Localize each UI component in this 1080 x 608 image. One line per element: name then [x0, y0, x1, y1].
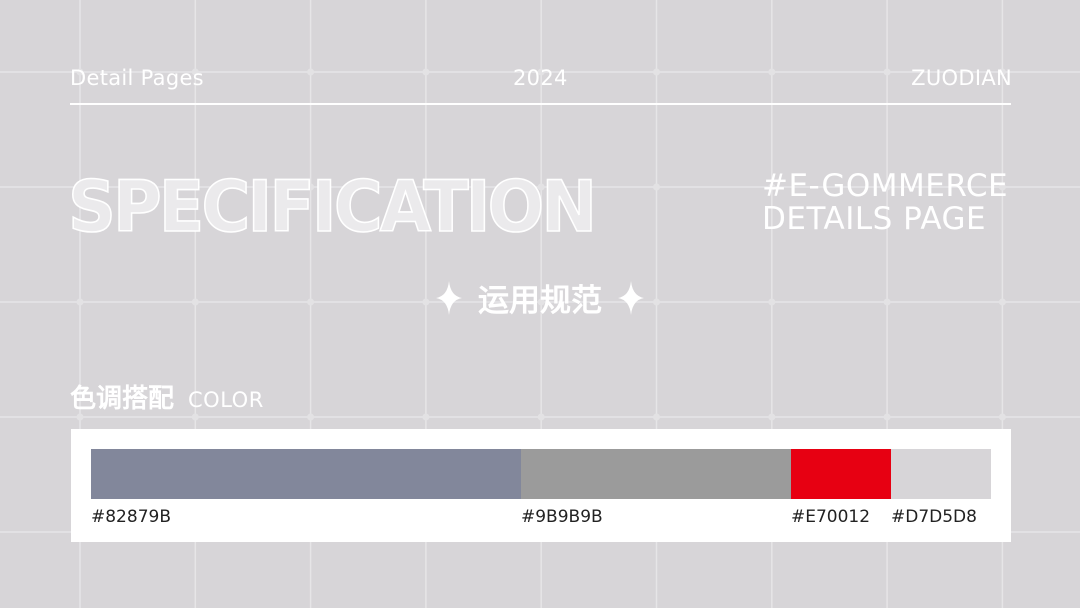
swatch-code: #82879B — [91, 507, 171, 527]
swatch-accent — [791, 449, 891, 499]
grid-dot — [998, 413, 1006, 421]
grid-dot — [768, 68, 776, 76]
swatch-secondary — [521, 449, 791, 499]
grid-dot — [191, 298, 199, 306]
grid-dot — [191, 68, 199, 76]
tagline-line1: #E-GOMMERCE — [762, 168, 1009, 204]
grid-dot — [883, 68, 891, 76]
grid-dot — [653, 68, 660, 76]
grid-dot — [76, 183, 84, 191]
grid-dot — [653, 413, 660, 421]
grid-dot — [653, 298, 660, 306]
grid-dot — [883, 298, 891, 306]
grid-dot — [537, 413, 545, 421]
grid-dot — [537, 183, 545, 191]
header-brand: ZUODIAN — [911, 66, 1012, 90]
swatch-code: #D7D5D8 — [891, 507, 977, 527]
grid-dot — [76, 68, 84, 76]
grid-dot — [191, 183, 199, 191]
grid-dot — [537, 298, 545, 306]
grid-dot — [998, 68, 1006, 76]
grid-dot — [76, 413, 84, 421]
swatch-code: #9B9B9B — [521, 507, 603, 527]
grid-dot — [307, 413, 315, 421]
sparkle-icon — [436, 280, 462, 315]
section-heading: 色调搭配 COLOR — [70, 378, 264, 415]
section-title: 色调搭配 — [70, 384, 175, 414]
grid-dot — [307, 183, 315, 191]
header-left-label: Detail Pages — [70, 66, 204, 90]
tagline: #E-GOMMERCE DETAILS PAGE — [762, 170, 1008, 236]
grid-dot — [307, 68, 315, 76]
grid-dot — [998, 298, 1006, 306]
grid-dot — [883, 413, 891, 421]
subtitle: 运用规范 — [0, 275, 1080, 320]
swatch-background — [891, 449, 991, 499]
subtitle-text: 运用规范 — [478, 283, 602, 319]
swatch-code: #E70012 — [791, 507, 871, 527]
grid-dot — [307, 298, 315, 306]
grid-dot — [76, 298, 84, 306]
grid-dot — [998, 183, 1006, 191]
grid-dot — [422, 413, 430, 421]
page-title: SPECIFICATION — [67, 165, 597, 249]
grid-dot — [422, 68, 430, 76]
grid-dot — [768, 413, 776, 421]
grid-dot — [537, 68, 545, 76]
sparkle-icon — [618, 280, 644, 315]
section-subtitle: COLOR — [188, 388, 264, 412]
color-palette-panel: #82879B #9B9B9B #E70012 #D7D5D8 — [71, 429, 1011, 542]
grid-dot — [422, 298, 430, 306]
header-divider — [70, 103, 1011, 105]
header-year: 2024 — [513, 66, 568, 90]
tagline-line2: DETAILS PAGE — [762, 201, 987, 237]
grid-dot — [883, 183, 891, 191]
grid-dot — [191, 413, 199, 421]
grid-dot — [653, 183, 660, 191]
grid-dot — [768, 183, 776, 191]
grid-dot — [422, 183, 430, 191]
grid-dot — [768, 298, 776, 306]
swatch-primary — [91, 449, 521, 499]
